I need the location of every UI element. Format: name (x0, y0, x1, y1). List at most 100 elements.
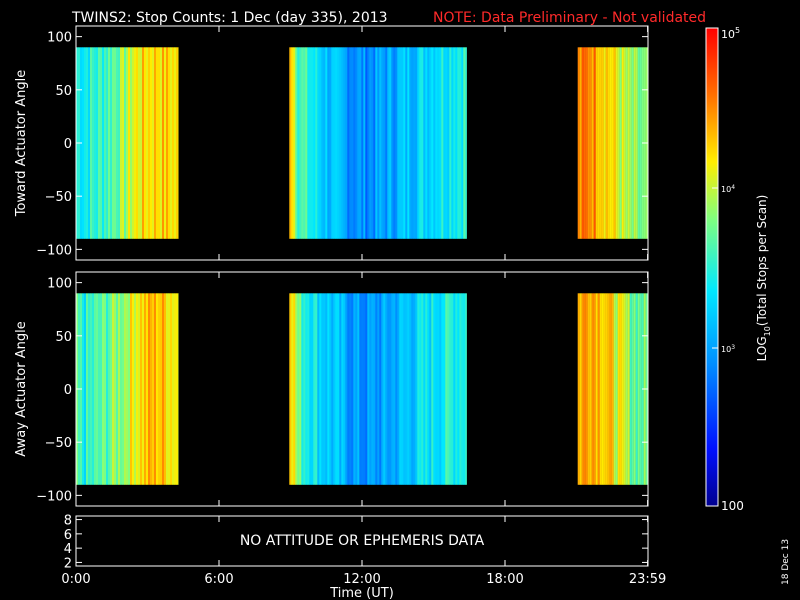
heatmap-column (178, 47, 179, 239)
heatmap-column (441, 47, 444, 239)
generation-date: 18 Dec 13 (781, 539, 791, 585)
heatmap-column (327, 47, 330, 239)
heatmap-column (170, 47, 173, 239)
heatmap-column (108, 47, 111, 239)
heatmap-column (94, 47, 97, 239)
x-tick-label: 18:00 (486, 572, 523, 587)
y-tick-label: −50 (45, 190, 72, 205)
colorbar-gradient (706, 28, 718, 506)
y-tick-label: 0 (64, 137, 72, 152)
heatmap-column (629, 47, 632, 239)
heatmap-column (150, 293, 153, 485)
heatmap-column (144, 47, 147, 239)
colorbar-top-tick-label: 105 (721, 26, 740, 41)
heatmap-column (341, 47, 344, 239)
heatmap-column (166, 293, 169, 485)
heatmap-column (363, 47, 366, 239)
away-heatmap-columns (76, 293, 648, 485)
heatmap-column (629, 293, 632, 485)
heatmap-column (130, 47, 133, 239)
heatmap-column (124, 47, 127, 239)
heatmap-column (465, 293, 467, 485)
heatmap-column (323, 47, 326, 239)
heatmap-column (421, 47, 424, 239)
heatmap-column (317, 47, 320, 239)
heatmap-column (609, 47, 612, 239)
heatmap-column (607, 47, 610, 239)
heatmap-column (361, 47, 364, 239)
heatmap-column (635, 293, 638, 485)
heatmap-column (633, 293, 636, 485)
heatmap-column (631, 47, 634, 239)
heatmap-column (88, 293, 91, 485)
heatmap-column (435, 293, 438, 485)
heatmap-column (415, 47, 418, 239)
x-tick-label: 12:00 (343, 572, 380, 587)
colorbar-frame (705, 27, 719, 507)
heatmap-column (134, 293, 137, 485)
heatmap-column (335, 47, 338, 239)
heatmap-column (136, 293, 139, 485)
heatmap-column (104, 47, 107, 239)
heatmap-column (595, 293, 598, 485)
heatmap-column (90, 293, 93, 485)
heatmap-column (453, 293, 456, 485)
heatmap-column (172, 293, 175, 485)
heatmap-column (623, 47, 626, 239)
heatmap-column (148, 293, 151, 485)
heatmap-column (321, 293, 324, 485)
no-data-annotation: NO ATTITUDE OR EPHEMERIS DATA (240, 533, 485, 549)
heatmap-column (150, 47, 153, 239)
heatmap-column (587, 47, 590, 239)
heatmap-column (627, 47, 630, 239)
heatmap-column (627, 293, 630, 485)
heatmap-column (102, 293, 105, 485)
heatmap-column (611, 47, 614, 239)
heatmap-column (144, 293, 147, 485)
heatmap-column (373, 47, 376, 239)
heatmap-column (138, 293, 141, 485)
heatmap-column (581, 293, 584, 485)
heatmap-column (289, 293, 292, 485)
heatmap-column (599, 47, 602, 239)
heatmap-column (593, 293, 596, 485)
heatmap-column (423, 293, 426, 485)
heatmap-column (579, 47, 582, 239)
y-tick-label: −100 (36, 489, 72, 504)
heatmap-column (381, 293, 384, 485)
heatmap-column (449, 47, 452, 239)
heatmap-column (355, 47, 358, 239)
heatmap-column (339, 293, 342, 485)
heatmap-column (172, 47, 175, 239)
heatmap-column (421, 293, 424, 485)
heatmap-column (403, 47, 406, 239)
heatmap-column (301, 293, 304, 485)
heatmap-column (385, 293, 388, 485)
x-tick-label: 0:00 (61, 572, 90, 587)
heatmap-column (311, 47, 314, 239)
heatmap-column (593, 47, 596, 239)
heatmap-column (313, 47, 316, 239)
heatmap-column (419, 293, 422, 485)
y-tick-label: 50 (55, 84, 72, 99)
heatmap-column (435, 47, 438, 239)
heatmap-column (146, 47, 149, 239)
heatmap-column (118, 47, 121, 239)
heatmap-column (297, 293, 300, 485)
heatmap-column (102, 47, 105, 239)
heatmap-column (337, 47, 340, 239)
heatmap-column (443, 47, 446, 239)
heatmap-column (317, 293, 320, 485)
heatmap-column (419, 47, 422, 239)
toward-y-ticks: 100 50 0 −50 −100 (36, 31, 648, 258)
colorbar-bottom-tick-label: 100 (721, 499, 744, 513)
heatmap-column (601, 293, 604, 485)
heatmap-column (619, 293, 622, 485)
heatmap-column (437, 47, 440, 239)
heatmap-column (92, 293, 95, 485)
heatmap-column (409, 293, 412, 485)
heatmap-column (605, 293, 608, 485)
heatmap-column (160, 47, 163, 239)
